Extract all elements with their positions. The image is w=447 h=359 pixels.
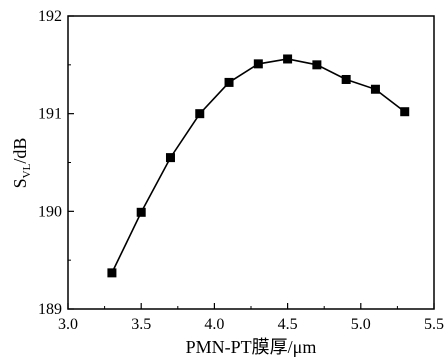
x-tick-label: 3.5 bbox=[131, 316, 151, 333]
x-axis-ticks: 3.0 3.5 4.0 4.5 5.0 5.5 bbox=[58, 303, 444, 333]
y-axis-title-main: S bbox=[10, 178, 30, 188]
x-axis-title: PMN-PT膜厚/μm bbox=[186, 337, 317, 357]
data-point-marker bbox=[283, 54, 293, 64]
y-tick-label: 189 bbox=[38, 301, 62, 318]
data-point-marker bbox=[400, 107, 410, 117]
data-point-marker bbox=[253, 59, 263, 69]
y-axis-title-unit: /dB bbox=[10, 138, 30, 164]
series-line bbox=[111, 58, 406, 274]
x-tick-label: 5.5 bbox=[424, 316, 444, 333]
x-tick-label: 4.0 bbox=[204, 316, 224, 333]
y-tick-label: 190 bbox=[38, 203, 62, 220]
data-point-marker bbox=[195, 109, 205, 119]
data-point-marker bbox=[165, 153, 175, 163]
y-axis-title: SVL/dB bbox=[10, 138, 33, 189]
data-point-marker bbox=[136, 207, 146, 217]
y-axis-ticks: 189 190 191 192 bbox=[38, 8, 74, 318]
plot-frame bbox=[67, 15, 435, 310]
x-tick-label: 4.5 bbox=[278, 316, 298, 333]
data-point-marker bbox=[224, 77, 234, 87]
y-tick-label: 192 bbox=[38, 8, 62, 25]
data-point-marker bbox=[107, 268, 117, 278]
data-point-marker bbox=[370, 84, 380, 94]
x-tick-label: 5.0 bbox=[351, 316, 371, 333]
y-tick-label: 191 bbox=[38, 106, 62, 123]
x-tick-label: 3.0 bbox=[58, 316, 78, 333]
y-axis-title-sub: VL bbox=[21, 163, 33, 178]
data-point-marker bbox=[341, 74, 351, 84]
series-group bbox=[107, 54, 410, 278]
data-point-marker bbox=[312, 60, 322, 70]
